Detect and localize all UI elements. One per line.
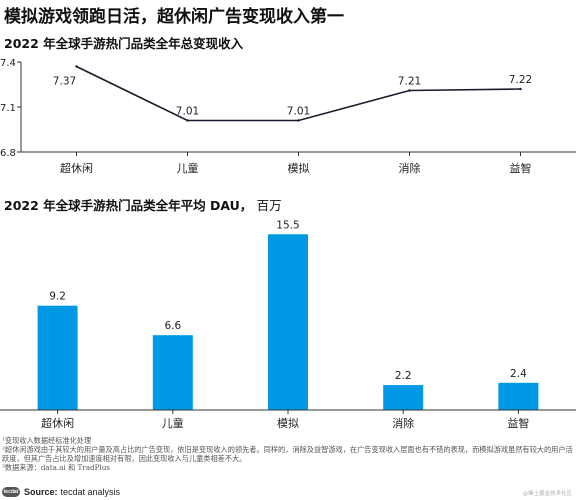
bar-x-tick-label-kids: 儿童 — [162, 416, 184, 430]
bar-chart: 9.2 6.6 15.5 2.2 2.4 超休闲 儿童 模拟 消除 益智 — [0, 219, 576, 430]
line-y-tick-label: 7.1 — [0, 103, 16, 114]
bar-x-tick-label-super-casual: 超休闲 — [41, 416, 74, 430]
bar-data-label-super-casual: 9.2 — [49, 291, 66, 303]
bar-data-label-puzzle: 2.4 — [510, 368, 527, 380]
line-x-tick-label-super-casual: 超休闲 — [60, 161, 93, 175]
line-y-tick-label: 6.8 — [0, 148, 16, 159]
line-point-puzzle — [519, 87, 522, 91]
watermark: @稀土掘金技术社区 — [522, 491, 572, 497]
bar-x-tick-label-match: 消除 — [392, 416, 414, 430]
line-data-label-kids: 7.01 — [176, 106, 199, 118]
bar-chart-unit: 百万 — [256, 198, 282, 213]
source-label: Source: — [24, 487, 58, 497]
line-point-super-casual — [75, 65, 78, 68]
bar-data-label-kids: 6.6 — [164, 320, 181, 332]
bar-match — [383, 385, 424, 410]
line-point-kids — [186, 119, 189, 122]
line-chart-title: 2022 年全球手游热门品类全年总变现收入 — [4, 36, 244, 51]
bar-x-tick-label-simulation: 模拟 — [277, 416, 299, 430]
tecdat-logo: tecdat — [2, 487, 20, 497]
line-x-tick-label-simulation: 模拟 — [288, 161, 310, 175]
source-text: tecdat analysis — [60, 487, 121, 497]
source-line: tecdat Source: tecdat analysis — [2, 486, 120, 498]
bar-puzzle — [498, 382, 539, 410]
line-x-tick-label-puzzle: 益智 — [510, 161, 532, 175]
bar-chart-title-text: 2022 年全球手游热门品类全年平均 DAU， — [4, 198, 253, 213]
bar-data-label-simulation: 15.5 — [276, 219, 299, 231]
line-data-label-simulation: 7.01 — [287, 106, 310, 118]
line-data-label-super-casual: 7.37 — [53, 76, 76, 88]
footnote-3: ³数据来源：data.ai 和 TradPlus — [2, 463, 111, 472]
footnotes: ¹变现收入数据经标准化处理 ²超休闲游戏由于其较大的用户量及高占比的广告变现，依… — [2, 436, 574, 472]
line-x-tick-label-kids: 儿童 — [177, 161, 199, 175]
line-y-tick-label: 7.4 — [0, 58, 16, 69]
bar-kids — [152, 335, 193, 410]
bar-data-label-match: 2.2 — [395, 370, 412, 382]
footnote-1: ¹变现收入数据经标准化处理 — [2, 436, 92, 445]
bar-chart-title: 2022 年全球手游热门品类全年平均 DAU， 百万 — [4, 195, 282, 214]
line-data-label-puzzle: 7.22 — [509, 74, 532, 86]
line-data-label-match: 7.21 — [398, 76, 421, 88]
line-chart: 6.8 7.1 7.4 超休闲 儿童 模拟 消除 益智 7.37 7.01 7.01 7.21 7.22 — [0, 58, 576, 175]
line-point-simulation — [297, 119, 300, 122]
line-point-match — [408, 89, 411, 92]
line-x-tick-label-match: 消除 — [399, 161, 421, 175]
bar-x-tick-label-puzzle: 益智 — [507, 416, 529, 430]
page-title: 模拟游戏领跑日活，超休闲广告变现收入第一 — [4, 7, 344, 27]
bar-super-casual — [37, 305, 78, 410]
footnote-2: ²超休闲游戏由于其较大的用户量及高占比的广告变现，依旧是变现收入的领先者。同样的… — [2, 445, 573, 463]
bar-simulation — [268, 234, 308, 410]
